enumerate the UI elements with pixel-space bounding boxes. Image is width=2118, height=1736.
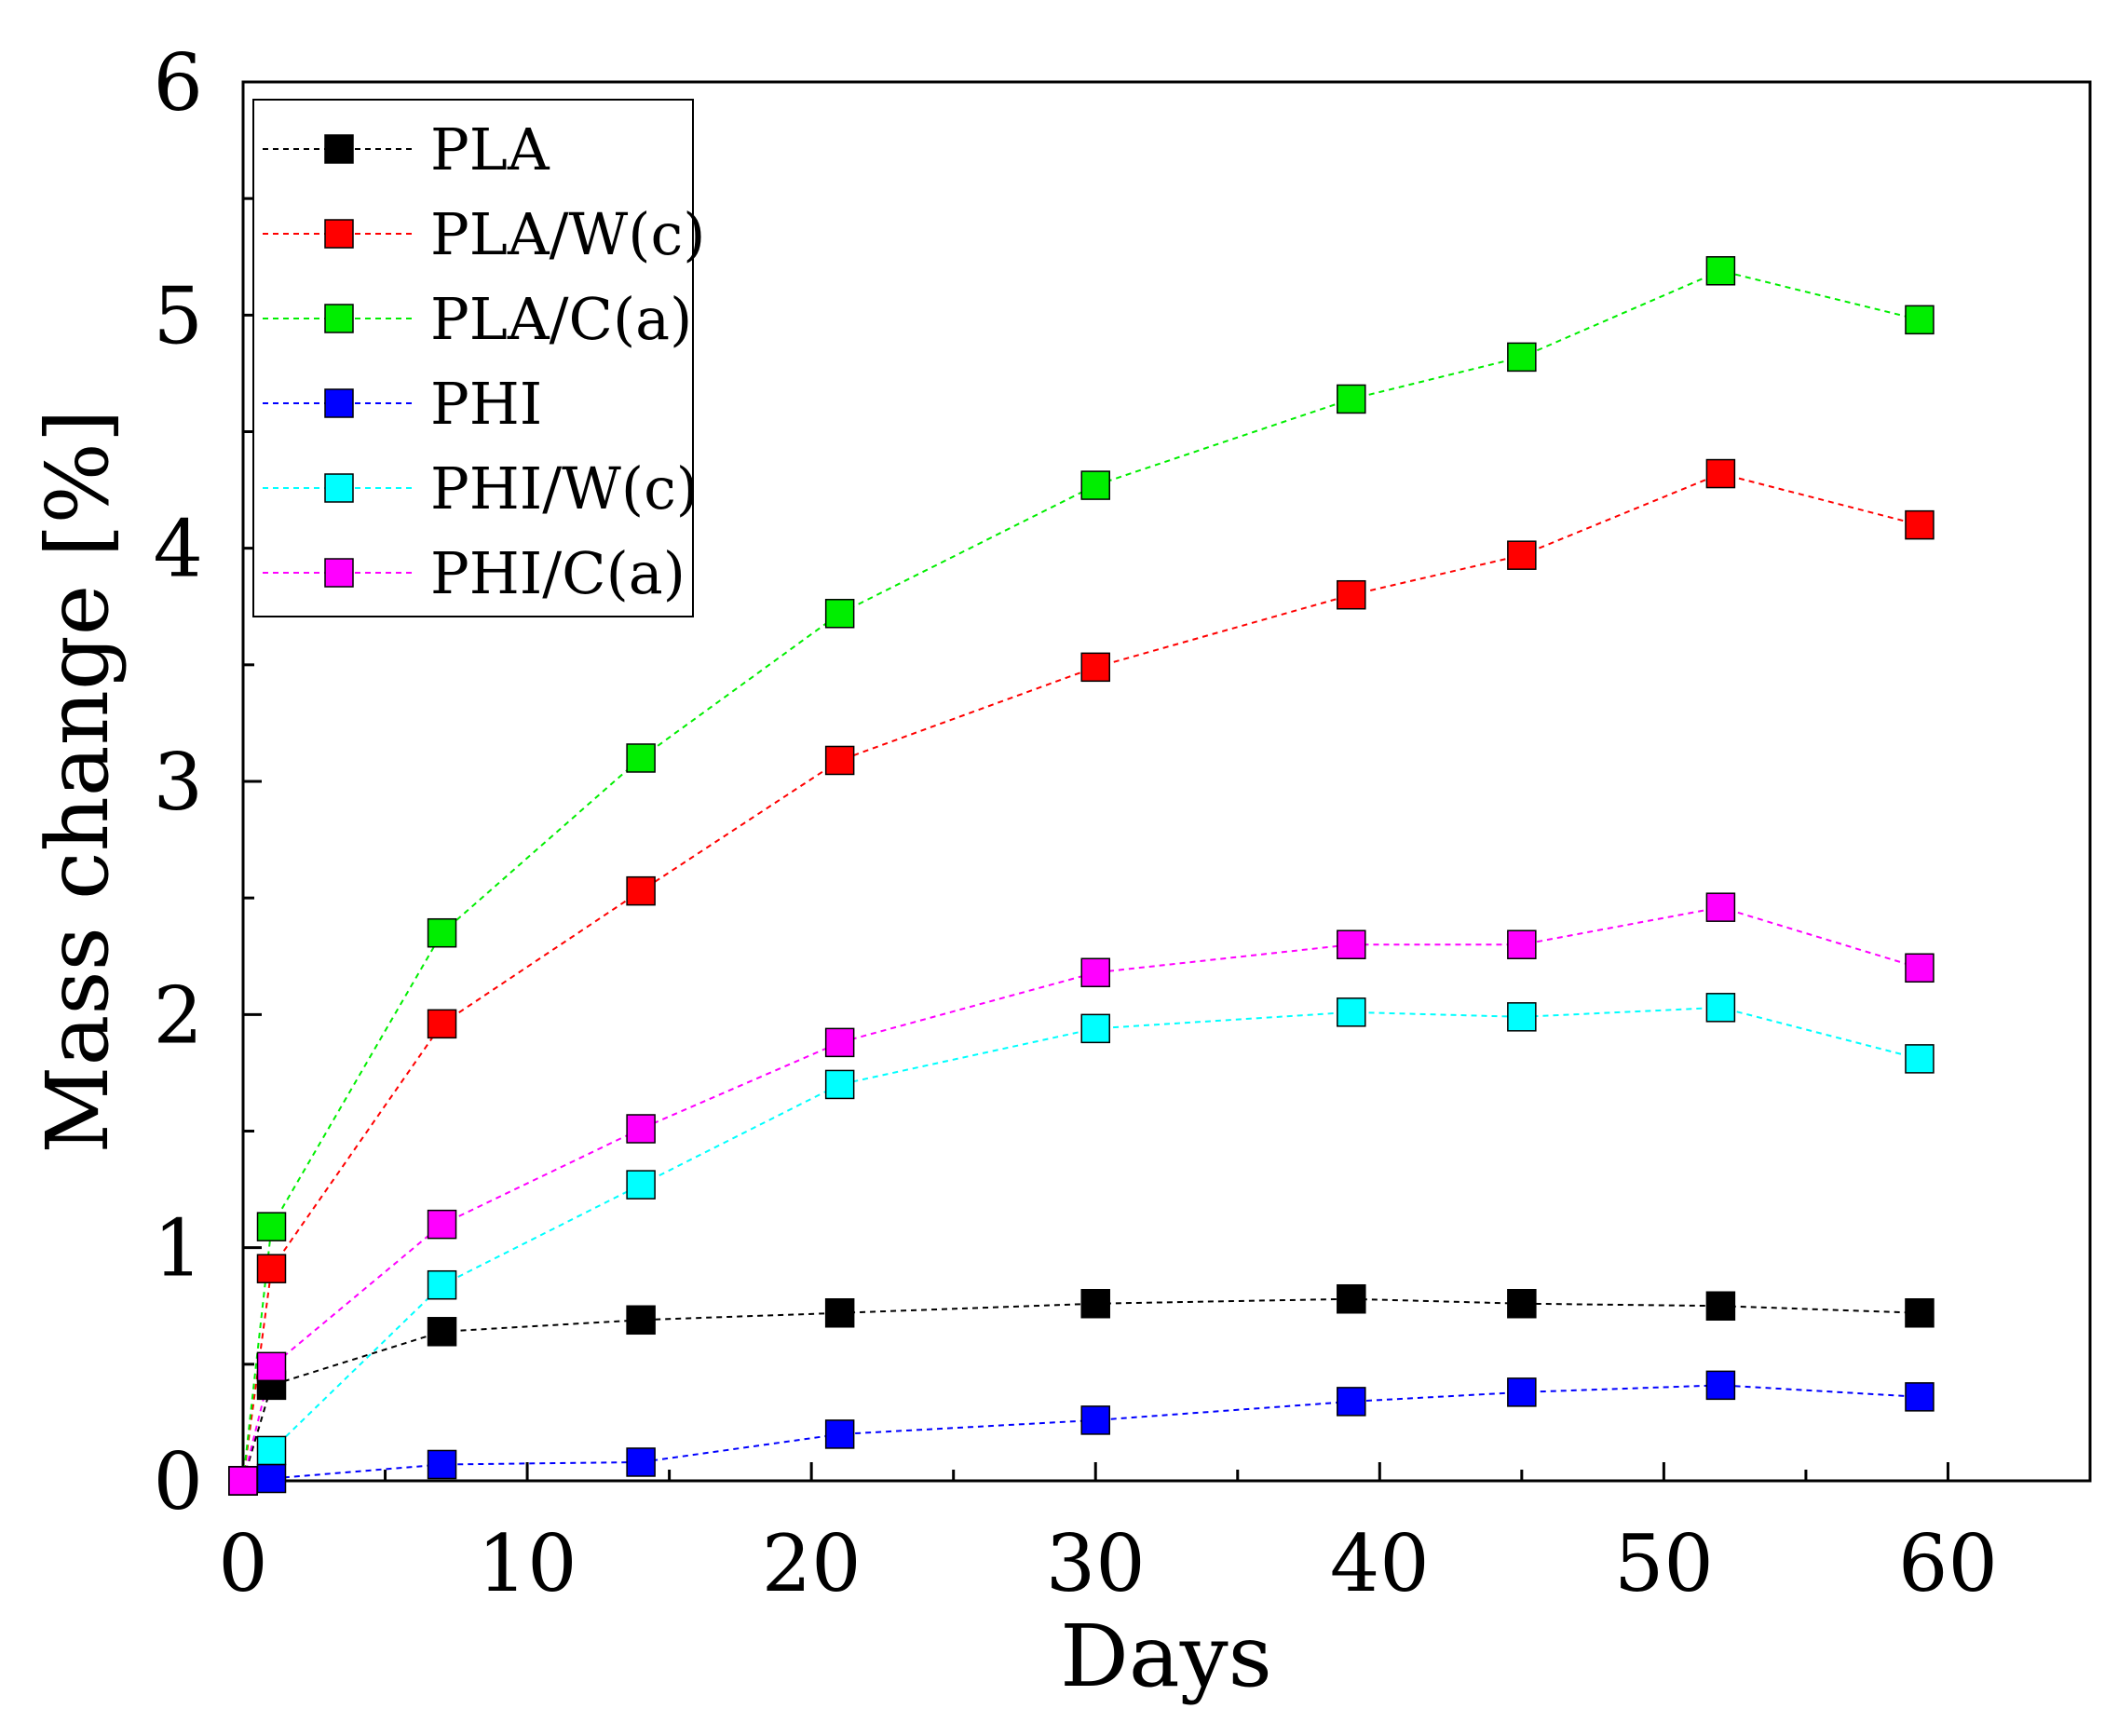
x-tick-label: 20 <box>762 1518 862 1609</box>
data-point <box>824 599 855 629</box>
data-point <box>1905 509 1935 540</box>
data-point <box>256 1212 287 1241</box>
y-axis-title: Mass change [%] <box>28 409 128 1153</box>
data-point <box>1507 1288 1537 1319</box>
data-point <box>1705 1291 1736 1321</box>
y-tick-label: 4 <box>154 504 203 595</box>
x-tick-label: 10 <box>478 1518 577 1609</box>
data-point <box>1507 1377 1537 1407</box>
x-tick-label: 30 <box>1046 1518 1146 1609</box>
data-point <box>824 1419 855 1449</box>
data-point <box>824 1298 855 1328</box>
legend-marker <box>324 219 354 249</box>
series-line <box>242 1297 1920 1482</box>
data-point <box>256 1463 287 1494</box>
legend: PLA PLA/W(c) PLA/C(a) PHI PHI/W(c) PHI/C(a) <box>252 99 705 617</box>
series-line <box>242 472 1921 1482</box>
data-point <box>1905 1382 1935 1412</box>
x-tick-label: 0 <box>218 1518 267 1609</box>
legend-box <box>252 99 694 617</box>
data-point <box>1905 953 1935 983</box>
data-point <box>626 743 656 773</box>
data-point <box>1705 256 1736 286</box>
x-tick-label: 60 <box>1898 1518 1998 1609</box>
data-point <box>1080 1288 1110 1319</box>
x-tick-label: 40 <box>1330 1518 1430 1609</box>
data-point <box>1507 929 1537 959</box>
data-point <box>1337 929 1366 959</box>
data-point <box>1705 1370 1736 1401</box>
data-point <box>1080 470 1110 500</box>
data-point <box>1337 579 1366 610</box>
data-point <box>1080 652 1110 683</box>
series-line <box>242 1006 1921 1482</box>
data-point <box>1080 1013 1110 1044</box>
data-point <box>1905 1298 1935 1328</box>
y-tick-label: 2 <box>154 970 203 1061</box>
data-point <box>1507 540 1537 570</box>
series-lines <box>242 269 1921 1482</box>
data-point <box>427 1317 457 1347</box>
legend-label: PHI/W(c) <box>430 454 699 522</box>
data-point <box>626 875 656 906</box>
data-point <box>427 1009 457 1039</box>
data-point <box>427 1449 457 1480</box>
y-tick-label: 3 <box>154 737 203 828</box>
series-line <box>242 1384 1921 1482</box>
data-point <box>1705 458 1736 489</box>
data-point <box>1337 1387 1366 1417</box>
axis-tick-labels: 0 10 20 30 40 50 60 0 1 2 3 4 5 6 <box>154 37 1998 1609</box>
data-point <box>1507 342 1537 373</box>
legend-label: PHI/C(a) <box>430 539 686 607</box>
legend-marker <box>324 473 354 503</box>
data-point <box>256 1435 287 1466</box>
data-point <box>626 1447 656 1477</box>
series-line <box>242 269 1921 1482</box>
y-tick-label: 5 <box>154 270 203 361</box>
y-tick-label: 6 <box>154 37 203 129</box>
data-point <box>1080 1405 1110 1435</box>
data-point <box>626 1170 656 1200</box>
data-point <box>1905 1044 1935 1074</box>
data-point <box>824 745 855 776</box>
legend-label: PHI <box>430 370 542 438</box>
data-point <box>427 1209 457 1240</box>
data-point <box>1507 1002 1537 1032</box>
legend-label: PLA/W(c) <box>430 200 705 268</box>
data-point <box>1905 305 1935 335</box>
data-point <box>228 1466 258 1496</box>
x-tick-label: 50 <box>1614 1518 1714 1609</box>
y-tick-label: 0 <box>154 1436 203 1527</box>
data-point <box>626 1305 656 1336</box>
x-axis-title: Days <box>1060 1607 1272 1706</box>
legend-label: PLA <box>430 115 550 183</box>
data-point <box>1337 997 1366 1027</box>
y-tick-label: 1 <box>154 1203 203 1295</box>
data-point <box>1080 957 1110 988</box>
data-point <box>824 1069 855 1100</box>
data-point <box>1705 993 1736 1023</box>
data-point <box>427 1269 457 1300</box>
data-point <box>1705 892 1736 922</box>
series-line <box>242 906 1921 1482</box>
data-point <box>1337 1283 1366 1314</box>
data-point <box>824 1027 855 1058</box>
legend-label: PLA/C(a) <box>430 285 692 353</box>
series-markers <box>228 256 1935 1496</box>
legend-marker <box>324 134 354 164</box>
axis-ticks <box>241 80 2092 1483</box>
data-point <box>256 1254 287 1283</box>
data-point <box>256 1351 287 1382</box>
data-point <box>626 1114 656 1144</box>
data-point <box>427 917 457 948</box>
legend-marker <box>324 304 354 333</box>
legend-marker <box>324 558 354 588</box>
data-point <box>1337 384 1366 414</box>
legend-marker <box>324 388 354 418</box>
